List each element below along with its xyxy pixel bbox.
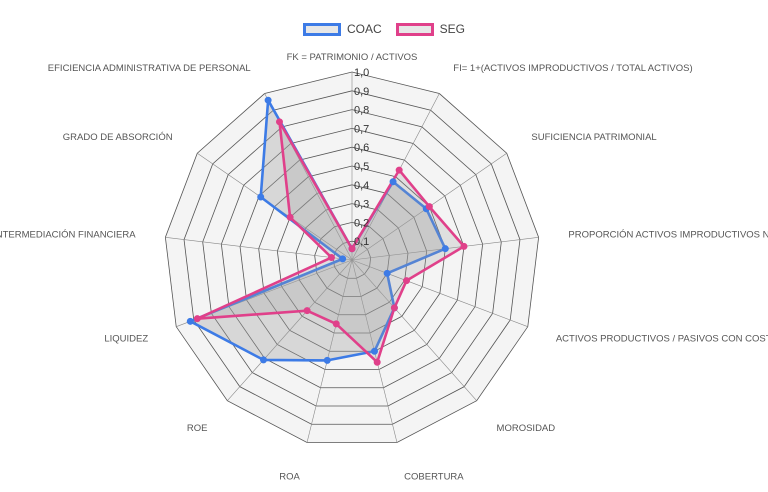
data-point-seg (193, 315, 201, 323)
legend-swatch-coac (302, 22, 341, 36)
data-point-coac (339, 255, 347, 263)
axis-label: ROA (279, 472, 300, 483)
grid-ring (202, 109, 502, 407)
series-area-seg (196, 120, 466, 364)
tick-label: 0,1 (354, 236, 369, 248)
data-point-coac (441, 245, 449, 253)
data-point-coac (264, 96, 272, 104)
grid-ring (220, 127, 484, 389)
tick-label: 0,3 (354, 199, 369, 211)
axis-spoke (351, 259, 528, 327)
tick-label: 0,6 (354, 142, 369, 154)
data-point-coac (389, 178, 397, 186)
tick-label: 0,9 (354, 86, 369, 98)
data-point-seg (425, 203, 433, 211)
axis-spoke (165, 237, 353, 261)
axis-label: FK = PATRIMONIO / ACTIVOS (287, 52, 418, 63)
tick-label: 1,0 (354, 67, 369, 79)
axis-label: PROPORCIÓN ACTIVOS IMPRODUCTIVOS NETOS (568, 230, 768, 241)
axis-spoke (351, 259, 477, 401)
data-point-seg (286, 213, 294, 221)
grid-ring (276, 184, 428, 334)
grid-ring (164, 71, 540, 443)
tick-label: 0,4 (354, 180, 369, 192)
data-point-seg (303, 307, 311, 315)
axis-label: COBERTURA (404, 472, 464, 483)
grid-ring (332, 240, 372, 279)
axis-label: LIQUIDEZ (104, 333, 148, 344)
data-point-coac (257, 193, 265, 201)
data-point-seg (327, 254, 335, 262)
legend-label-seg: SEG (439, 22, 465, 36)
tick-label: 0,7 (354, 123, 369, 135)
axis-label: SUFICIENCIA PATRIMONIAL (531, 132, 656, 143)
data-point-seg (402, 277, 410, 285)
tick-label: 0,2 (354, 217, 369, 229)
axis-label: INTERMEDIACIÓN FINANCIERA (0, 230, 136, 241)
axis-label: ACTIVOS PRODUCTIVOS / PASIVOS CON COSTO (556, 333, 768, 344)
axis-spoke (306, 259, 353, 443)
data-point-coac (323, 356, 331, 364)
data-point-coac (383, 269, 391, 277)
tick-label: 0,8 (354, 105, 369, 117)
grid-ring (258, 165, 446, 352)
data-point-seg (373, 358, 381, 366)
series-area-coac (188, 98, 447, 362)
data-point-seg (275, 118, 283, 126)
legend: COAC SEG (0, 22, 768, 36)
data-point-coac (186, 317, 194, 325)
data-point-seg (348, 245, 356, 253)
axis-label: FI= 1+(ACTIVOS IMPRODUCTIVOS / TOTAL ACT… (453, 63, 692, 74)
legend-label-coac: COAC (346, 22, 382, 36)
legend-item-coac[interactable]: COAC (302, 22, 382, 36)
data-point-seg (460, 242, 468, 250)
data-point-seg (395, 166, 403, 174)
axis-label: GRADO DE ABSORCIÓN (63, 132, 173, 143)
data-point-coac (259, 356, 267, 364)
data-point-coac (370, 347, 378, 355)
legend-swatch-seg (395, 22, 434, 36)
axis-spoke (227, 259, 353, 401)
tick-label: 0,5 (354, 161, 369, 173)
grid-ring (183, 90, 521, 425)
data-point-seg (332, 320, 340, 328)
axis-label: EFICIENCIA ADMINISTRATIVA DE PERSONAL (48, 63, 251, 74)
axis-label: ROE (187, 423, 208, 434)
grid-ring (239, 146, 465, 370)
legend-item-seg[interactable]: SEG (395, 22, 465, 36)
axis-label: MOROSIDAD (497, 423, 556, 434)
data-point-seg (390, 304, 398, 312)
